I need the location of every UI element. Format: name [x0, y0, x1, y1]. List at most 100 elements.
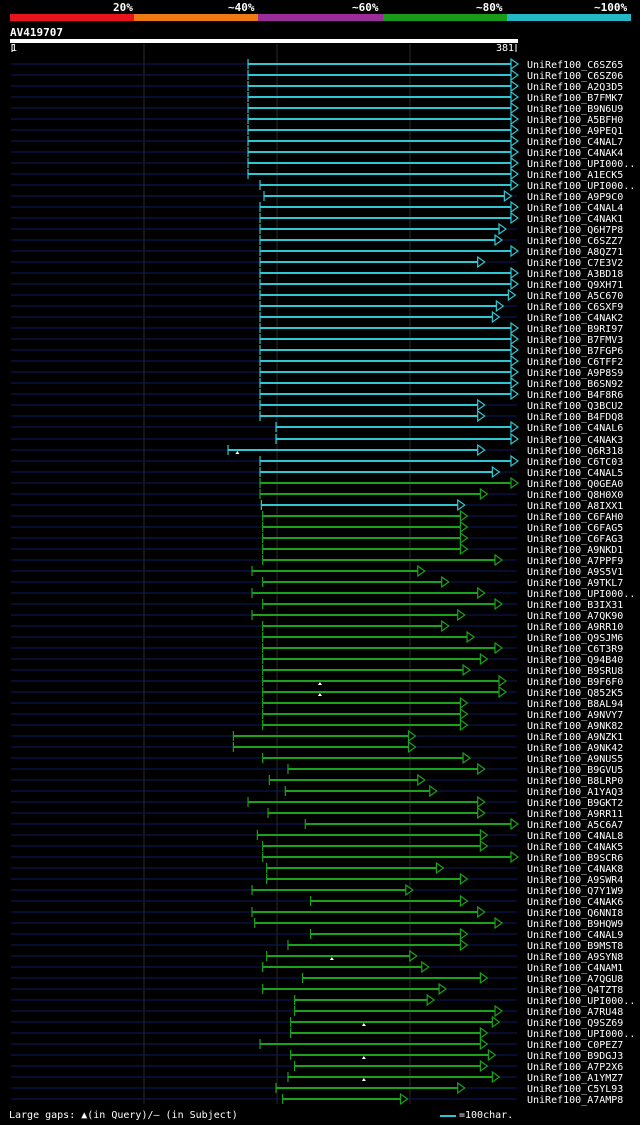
- hit-row[interactable]: UniRef100_B9N6U9: [11, 101, 623, 115]
- hit-row[interactable]: UniRef100_C6TFF2: [11, 354, 623, 368]
- hit-label[interactable]: UniRef100_A9NK42: [527, 743, 623, 754]
- hit-label[interactable]: UniRef100_B4F8R6: [527, 390, 623, 401]
- hit-label[interactable]: UniRef100_B9GVU5: [527, 765, 623, 776]
- hit-row[interactable]: UniRef100_A7QK90: [11, 608, 623, 622]
- hit-label[interactable]: UniRef100_C4NAL8: [527, 831, 623, 842]
- hit-row[interactable]: UniRef100_B9MST8: [11, 938, 623, 952]
- hit-label[interactable]: UniRef100_C6SZZ7: [527, 236, 623, 247]
- hit-label[interactable]: UniRef100_A7RU48: [527, 1007, 623, 1018]
- hit-row[interactable]: UniRef100_A5C670: [11, 288, 623, 302]
- hit-label[interactable]: UniRef100_B9GKT2: [527, 798, 623, 809]
- hit-label[interactable]: UniRef100_UPI000..: [527, 589, 635, 600]
- hit-row[interactable]: UniRef100_C4NAK5: [11, 839, 623, 853]
- hit-label[interactable]: UniRef100_A7P2X6: [527, 1062, 623, 1073]
- hit-label[interactable]: UniRef100_C4NAL5: [527, 468, 623, 479]
- hit-label[interactable]: UniRef100_C6TC03: [527, 457, 623, 468]
- hit-row[interactable]: UniRef100_A7AMP8: [11, 1092, 623, 1106]
- hit-label[interactable]: UniRef100_A2Q3D5: [527, 82, 623, 93]
- hit-row[interactable]: UniRef100_Q6NNI8: [11, 905, 623, 919]
- hit-label[interactable]: UniRef100_C6SXF9: [527, 302, 623, 313]
- hit-row[interactable]: UniRef100_C4NAL9: [11, 927, 623, 941]
- hit-row[interactable]: UniRef100_UPI000..: [11, 1026, 635, 1040]
- hit-row[interactable]: UniRef100_C4NAK4: [11, 145, 623, 159]
- hit-row[interactable]: UniRef100_C4NAL5: [11, 465, 623, 479]
- hit-row[interactable]: UniRef100_A7QGU8: [11, 971, 623, 985]
- hit-label[interactable]: UniRef100_A9NUS5: [527, 754, 623, 765]
- hit-label[interactable]: UniRef100_B9N6U9: [527, 104, 623, 115]
- hit-row[interactable]: UniRef100_B9F6F0: [11, 674, 623, 688]
- hit-label[interactable]: UniRef100_Q3BCU2: [527, 401, 623, 412]
- hit-label[interactable]: UniRef100_A9RR10: [527, 622, 623, 633]
- hit-label[interactable]: UniRef100_B7FMK7: [527, 93, 623, 104]
- hit-label[interactable]: UniRef100_C4NAM1: [527, 963, 623, 974]
- hit-label[interactable]: UniRef100_C4NAL4: [527, 203, 623, 214]
- hit-row[interactable]: UniRef100_A9NK82: [11, 718, 623, 732]
- hit-row[interactable]: UniRef100_A7RU48: [11, 1004, 623, 1018]
- hit-row[interactable]: UniRef100_A9RR10: [11, 619, 623, 633]
- hit-row[interactable]: UniRef100_A5BFH0: [11, 112, 623, 126]
- hit-label[interactable]: UniRef100_UPI000..: [527, 1029, 635, 1040]
- hit-row[interactable]: UniRef100_A1YAQ3: [11, 784, 623, 798]
- hit-label[interactable]: UniRef100_B9MST8: [527, 941, 623, 952]
- hit-label[interactable]: UniRef100_C0PEZ7: [527, 1040, 623, 1051]
- hit-row[interactable]: UniRef100_A7PPF9: [11, 553, 623, 567]
- hit-row[interactable]: UniRef100_B7FMV3: [11, 332, 623, 346]
- hit-row[interactable]: UniRef100_C7E3V2: [11, 255, 623, 269]
- hit-label[interactable]: UniRef100_C6TFF2: [527, 357, 623, 368]
- hit-row[interactable]: UniRef100_Q852K5: [11, 685, 623, 699]
- hit-row[interactable]: UniRef100_Q9XH71: [11, 277, 623, 291]
- hit-row[interactable]: UniRef100_A7P2X6: [11, 1059, 623, 1073]
- hit-row[interactable]: UniRef100_A9PEQ1: [11, 123, 623, 137]
- hit-label[interactable]: UniRef100_A1YMZ7: [527, 1073, 623, 1084]
- hit-label[interactable]: UniRef100_C6FAG3: [527, 534, 623, 545]
- hit-row[interactable]: UniRef100_A3BD18: [11, 266, 623, 280]
- hit-row[interactable]: UniRef100_A2Q3D5: [11, 79, 623, 93]
- hit-row[interactable]: UniRef100_C4NAK6: [11, 894, 623, 908]
- hit-row[interactable]: UniRef100_C4NAK2: [11, 310, 623, 324]
- hit-row[interactable]: UniRef100_Q0GEA0: [11, 476, 623, 490]
- hit-label[interactable]: UniRef100_A9TKL7: [527, 578, 623, 589]
- hit-row[interactable]: UniRef100_C4NAL4: [11, 200, 623, 214]
- hit-label[interactable]: UniRef100_C6FAH0: [527, 512, 623, 523]
- hit-row[interactable]: UniRef100_Q8H0X0: [11, 487, 623, 501]
- hit-row[interactable]: UniRef100_B7FMK7: [11, 90, 623, 104]
- hit-label[interactable]: UniRef100_C4NAK3: [527, 435, 623, 446]
- hit-row[interactable]: UniRef100_B9SRU8: [11, 663, 623, 677]
- hit-label[interactable]: UniRef100_Q9SJM6: [527, 633, 623, 644]
- hit-row[interactable]: UniRef100_C4NAK1: [11, 211, 623, 225]
- hit-row[interactable]: UniRef100_UPI000..: [11, 156, 635, 170]
- hit-label[interactable]: UniRef100_Q8H0X0: [527, 490, 623, 501]
- hit-label[interactable]: UniRef100_C6SZ65: [527, 60, 623, 71]
- hit-label[interactable]: UniRef100_C4NAL9: [527, 930, 623, 941]
- hit-row[interactable]: UniRef100_UPI000..: [11, 178, 635, 192]
- hit-label[interactable]: UniRef100_Q9SZ69: [527, 1018, 623, 1029]
- hit-label[interactable]: UniRef100_A9SWR4: [527, 875, 623, 886]
- hit-row[interactable]: UniRef100_C6FAG5: [11, 520, 623, 534]
- hit-row[interactable]: UniRef100_UPI000..: [11, 586, 635, 600]
- hit-label[interactable]: UniRef100_A5BFH0: [527, 115, 623, 126]
- hit-row[interactable]: UniRef100_B9DGJ3: [11, 1048, 623, 1062]
- hit-row[interactable]: UniRef100_A9P8S9: [11, 365, 623, 379]
- hit-label[interactable]: UniRef100_Q94B40: [527, 655, 623, 666]
- hit-row[interactable]: UniRef100_B8AL94: [11, 696, 623, 710]
- hit-label[interactable]: UniRef100_B9HQW9: [527, 919, 623, 930]
- hit-label[interactable]: UniRef100_C4NAK2: [527, 313, 623, 324]
- hit-label[interactable]: UniRef100_C5YL93: [527, 1084, 623, 1095]
- hit-label[interactable]: UniRef100_C4NAK6: [527, 897, 623, 908]
- hit-label[interactable]: UniRef100_A5C670: [527, 291, 623, 302]
- hit-row[interactable]: UniRef100_A8IXX1: [11, 498, 623, 512]
- hit-row[interactable]: UniRef100_C6SZ06: [11, 68, 623, 82]
- hit-label[interactable]: UniRef100_B8AL94: [527, 699, 623, 710]
- hit-row[interactable]: UniRef100_A9NZK1: [11, 729, 623, 743]
- hit-label[interactable]: UniRef100_A1YAQ3: [527, 787, 623, 798]
- hit-label[interactable]: UniRef100_C4NAK5: [527, 842, 623, 853]
- hit-label[interactable]: UniRef100_Q9XH71: [527, 280, 623, 291]
- hit-label[interactable]: UniRef100_Q7Y1W9: [527, 886, 623, 897]
- hit-row[interactable]: UniRef100_B9GVU5: [11, 762, 623, 776]
- hit-row[interactable]: UniRef100_Q7Y1W9: [11, 883, 623, 897]
- hit-label[interactable]: UniRef100_Q0GEA0: [527, 479, 623, 490]
- hit-label[interactable]: UniRef100_B7FMV3: [527, 335, 623, 346]
- hit-label[interactable]: UniRef100_B9F6F0: [527, 677, 623, 688]
- hit-row[interactable]: UniRef100_Q3BCU2: [11, 398, 623, 412]
- hit-label[interactable]: UniRef100_A8IXX1: [527, 501, 623, 512]
